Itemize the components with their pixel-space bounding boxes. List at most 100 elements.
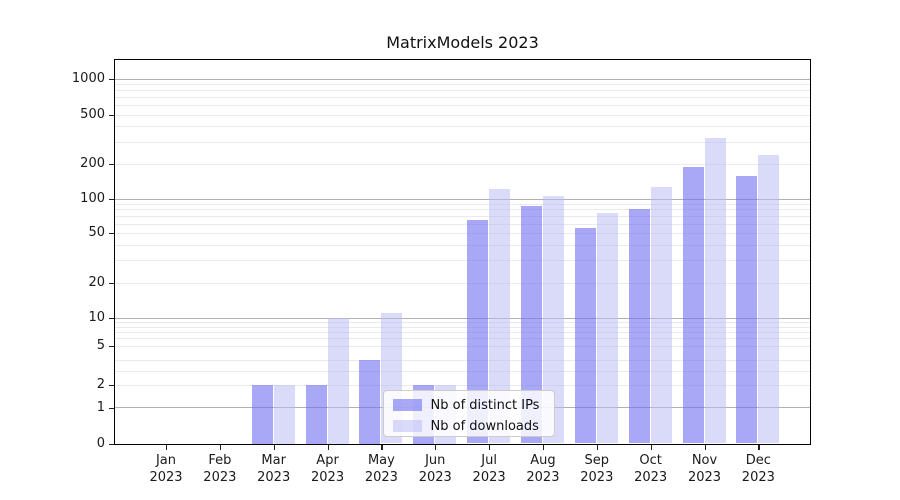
y-tick-mark: [109, 346, 114, 348]
x-tick-label-nov: Nov 2023: [687, 453, 722, 485]
bar-jul-downloads: [489, 189, 511, 444]
y-tick-label: 20: [88, 275, 105, 290]
y-tick-label: 0: [96, 436, 105, 451]
bar-mar-ips: [251, 384, 273, 444]
y-tick-label: 5: [96, 338, 105, 353]
x-tick-mark: [273, 445, 275, 450]
x-tick-mark: [327, 445, 329, 450]
gridline: [114, 203, 810, 205]
y-tick-label: 1000: [71, 71, 105, 86]
gridline: [114, 105, 810, 107]
gridline: [114, 244, 810, 246]
gridline: [114, 260, 810, 262]
bar-nov-ips: [682, 167, 704, 444]
gridline: [114, 78, 810, 80]
chart-title: MatrixModels 2023: [386, 33, 539, 52]
y-tick-label: 1: [96, 399, 105, 415]
gridline: [114, 282, 810, 284]
y-tick-mark: [109, 79, 114, 81]
x-tick-mark: [166, 445, 168, 450]
gridline: [114, 345, 810, 347]
legend-item-distinct-ips: Nb of distinct IPs: [392, 397, 546, 414]
y-tick-mark: [109, 164, 114, 166]
y-tick-mark: [109, 233, 114, 235]
gridline: [114, 317, 810, 319]
y-tick-mark: [109, 199, 114, 201]
gridline: [114, 359, 810, 361]
y-tick-mark: [109, 318, 114, 320]
bar-sep-downloads: [596, 212, 618, 444]
x-tick-label-mar: Mar 2023: [257, 453, 291, 485]
gridline: [114, 141, 810, 143]
y-tick-label: 500: [80, 107, 105, 122]
x-tick-mark: [704, 445, 706, 450]
y-tick-mark: [109, 407, 114, 409]
x-tick-label-oct: Oct 2023: [634, 453, 668, 485]
x-tick-mark: [489, 445, 491, 450]
bar-mar-downloads: [273, 384, 295, 444]
gridline: [114, 331, 810, 333]
gridline: [114, 126, 810, 128]
gridline: [114, 223, 810, 225]
gridline: [114, 163, 810, 165]
bar-may-ips: [359, 359, 381, 444]
gridline: [114, 326, 810, 328]
x-tick-mark: [219, 445, 222, 450]
bar-apr-ips: [305, 384, 327, 444]
y-tick-label: 2: [96, 377, 105, 392]
x-tick-label-aug: Aug 2023: [526, 453, 560, 485]
legend-label-downloads: Nb of downloads: [430, 418, 539, 434]
x-tick-mark: [596, 445, 598, 450]
bar-aug-ips: [520, 206, 542, 444]
gridline: [114, 215, 810, 217]
legend-swatch-distinct-ips: [392, 399, 422, 411]
bar-oct-ips: [628, 209, 650, 444]
gridline: [114, 198, 810, 200]
bar-aug-downloads: [542, 196, 564, 444]
plot-area: Nb of distinct IPs Nb of downloads: [113, 58, 811, 445]
x-tick-mark: [435, 445, 437, 450]
legend: Nb of distinct IPs Nb of downloads: [382, 389, 555, 437]
y-tick-label: 200: [80, 156, 105, 171]
x-tick-label-jul: Jul 2023: [472, 453, 506, 485]
gridline: [114, 90, 810, 92]
gridline: [114, 83, 810, 85]
bar-nov-downloads: [704, 138, 726, 444]
gridline: [114, 232, 810, 234]
x-tick-label-dec: Dec 2023: [741, 453, 775, 485]
legend-label-distinct-ips: Nb of distinct IPs: [430, 397, 540, 413]
bar-sep-ips: [574, 227, 596, 444]
y-tick-mark: [109, 283, 114, 285]
gridline: [114, 321, 810, 323]
x-tick-mark: [381, 445, 383, 450]
legend-swatch-downloads: [392, 420, 422, 432]
x-tick-mark: [542, 445, 545, 450]
y-tick-mark: [109, 444, 114, 446]
x-tick-label-jan: Jan 2023: [149, 453, 183, 485]
gridlines: [114, 60, 810, 444]
bar-jul-ips: [467, 219, 489, 444]
x-tick-label-feb: Feb 2023: [203, 453, 237, 485]
bar-dec-downloads: [758, 154, 780, 444]
y-tick-label: 10: [88, 310, 105, 325]
gridline: [114, 371, 810, 372]
gridline: [114, 384, 810, 386]
bars-layer: [115, 60, 810, 444]
x-tick-label-may: May 2023: [364, 453, 398, 485]
bar-oct-downloads: [650, 187, 672, 444]
bar-dec-ips: [736, 176, 758, 444]
gridline: [114, 97, 810, 99]
legend-item-downloads: Nb of downloads: [392, 418, 546, 435]
y-tick-label: 100: [80, 191, 105, 206]
gridline: [114, 209, 810, 211]
gridline: [114, 114, 810, 116]
x-tick-label-apr: Apr 2023: [311, 453, 345, 485]
gridline: [114, 338, 810, 340]
bar-apr-downloads: [327, 317, 349, 444]
x-tick-mark: [758, 445, 760, 450]
x-tick-label-sep: Sep 2023: [580, 453, 614, 485]
y-tick-label: 50: [88, 225, 105, 240]
